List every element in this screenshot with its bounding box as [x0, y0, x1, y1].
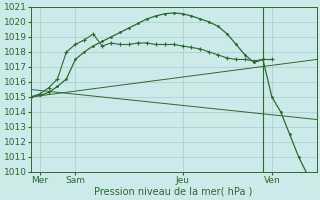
X-axis label: Pression niveau de la mer( hPa ): Pression niveau de la mer( hPa )	[94, 187, 253, 197]
